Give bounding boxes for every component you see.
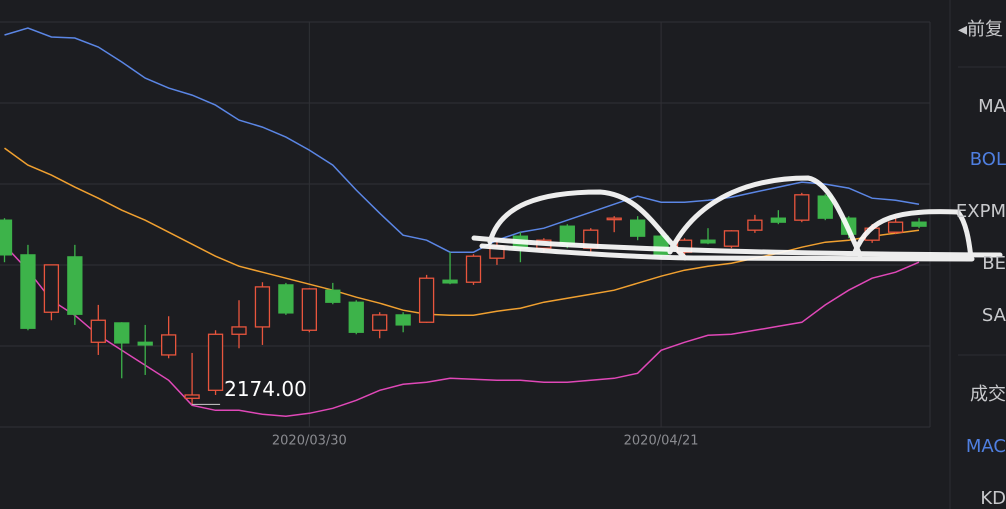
sidebar-item[interactable]: BOL xyxy=(970,149,1006,170)
band-line-middle xyxy=(4,147,920,316)
candle-body xyxy=(465,255,482,283)
candle-body xyxy=(0,219,13,256)
candle-body xyxy=(43,264,60,313)
sidebar-item[interactable]: BE xyxy=(982,253,1006,274)
hand-arc xyxy=(852,209,974,261)
candle-body xyxy=(325,289,341,303)
candle-body xyxy=(747,219,763,231)
candle-body xyxy=(887,221,904,233)
candle-body xyxy=(301,288,318,331)
candle-body xyxy=(137,341,153,346)
candle-body xyxy=(817,195,833,219)
grid xyxy=(0,21,931,428)
hand-arc xyxy=(487,189,688,261)
candle-body xyxy=(700,239,716,244)
candle-body xyxy=(67,256,83,315)
sidebar-item[interactable]: MA xyxy=(978,96,1006,117)
candle-body xyxy=(114,322,130,344)
x-tick-label: 2020/04/21 xyxy=(624,434,699,449)
candle-body xyxy=(559,225,575,245)
candle-body xyxy=(20,254,36,329)
band-line-upper xyxy=(4,27,920,253)
x-tick-label: 2020/03/30 xyxy=(272,434,347,449)
candle-body xyxy=(254,286,271,328)
candle-body xyxy=(442,279,458,284)
candle-body xyxy=(184,394,200,399)
candle-body xyxy=(278,284,294,314)
sidebar-item[interactable]: 成交 xyxy=(970,384,1006,405)
candle-body xyxy=(723,230,740,247)
candle-body xyxy=(231,326,247,335)
hand-arc xyxy=(667,175,863,258)
candle-body xyxy=(418,277,435,323)
candle-body xyxy=(348,301,364,333)
sidebar-item[interactable]: ◂前复 xyxy=(958,19,1003,40)
candle-body xyxy=(606,217,622,221)
sidebar-item[interactable]: KD xyxy=(980,488,1006,509)
sidebar-item[interactable]: MAC xyxy=(966,436,1006,457)
candle-body xyxy=(395,314,411,326)
hand-line xyxy=(471,235,1003,258)
candle-body xyxy=(372,314,388,331)
candle-body xyxy=(160,334,177,356)
candle-body xyxy=(911,221,927,227)
candle-body xyxy=(207,333,224,391)
sidebar-item[interactable]: SA xyxy=(982,305,1006,326)
annotation-label: 2174.00 xyxy=(224,377,307,401)
sidebar-item[interactable]: EXPM xyxy=(956,201,1006,222)
candle-body xyxy=(770,217,786,223)
band-line-lower xyxy=(3,244,920,418)
candle-body xyxy=(90,319,106,343)
candle-body xyxy=(794,194,810,221)
hand-line xyxy=(479,243,975,262)
hand-drawing xyxy=(471,175,1003,262)
candle-body xyxy=(630,219,646,237)
